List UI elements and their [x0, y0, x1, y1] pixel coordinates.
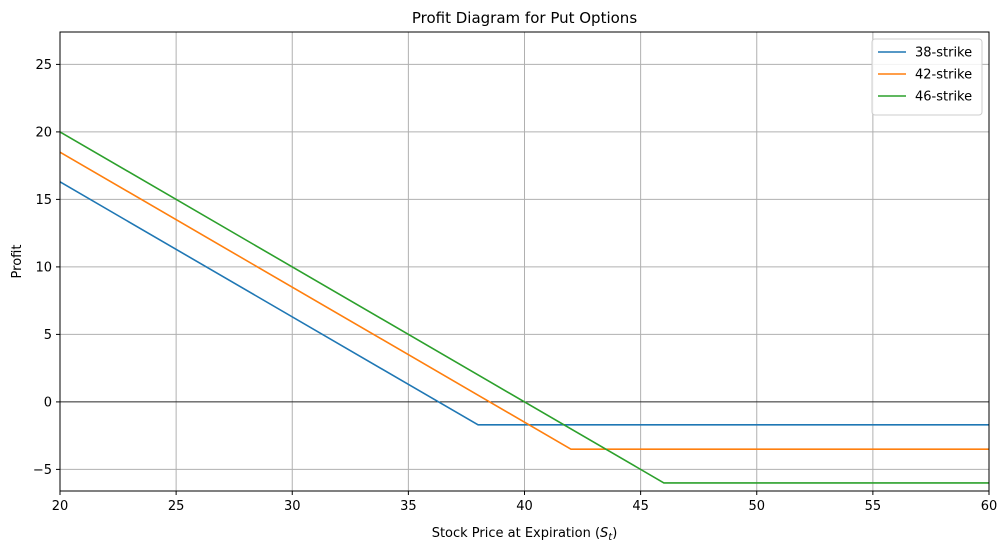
- x-tick-label: 60: [981, 499, 998, 514]
- x-tick-label: 50: [748, 499, 765, 514]
- series-line-38-strike: [59, 181, 989, 426]
- x-tick-label: 20: [52, 499, 69, 514]
- x-tick-label: 55: [865, 499, 882, 514]
- legend-label: 42-strike: [915, 68, 972, 83]
- y-tick-label: 20: [35, 125, 52, 140]
- x-axis-title-text: Stock Price at Expiration (: [432, 526, 600, 541]
- x-tick-label: 45: [632, 499, 649, 514]
- y-tick-label: 10: [35, 260, 52, 275]
- series-layer: [59, 131, 989, 484]
- y-tick-label: 25: [35, 58, 52, 73]
- x-tick-label: 30: [284, 499, 301, 514]
- series-line-42-strike: [59, 151, 989, 450]
- y-tick-label: 15: [35, 193, 52, 208]
- legend-label: 38-strike: [915, 46, 972, 61]
- ticks: 20 25 30 35 40 45 50 55 60 −5 0 5 10 15 20 25: [33, 58, 997, 514]
- y-axis-title: Profit: [10, 245, 25, 279]
- legend: 38-strike 42-strike 46-strike: [871, 38, 983, 116]
- legend-label: 46-strike: [915, 90, 972, 105]
- y-tick-label: −5: [33, 463, 52, 478]
- series-line-46-strike: [59, 131, 989, 484]
- chart-title: Profit Diagram for Put Options: [412, 9, 637, 27]
- x-tick-label: 25: [168, 499, 185, 514]
- y-tick-label: 5: [44, 328, 52, 343]
- x-axis-title-subscript: t: [608, 532, 613, 543]
- x-tick-label: 40: [516, 499, 533, 514]
- x-axis-title-symbol: S: [600, 526, 608, 541]
- x-tick-label: 35: [400, 499, 417, 514]
- x-axis-title-close: ): [612, 526, 617, 541]
- x-axis-title: Stock Price at Expiration (St): [432, 526, 618, 543]
- y-tick-label: 0: [44, 395, 52, 410]
